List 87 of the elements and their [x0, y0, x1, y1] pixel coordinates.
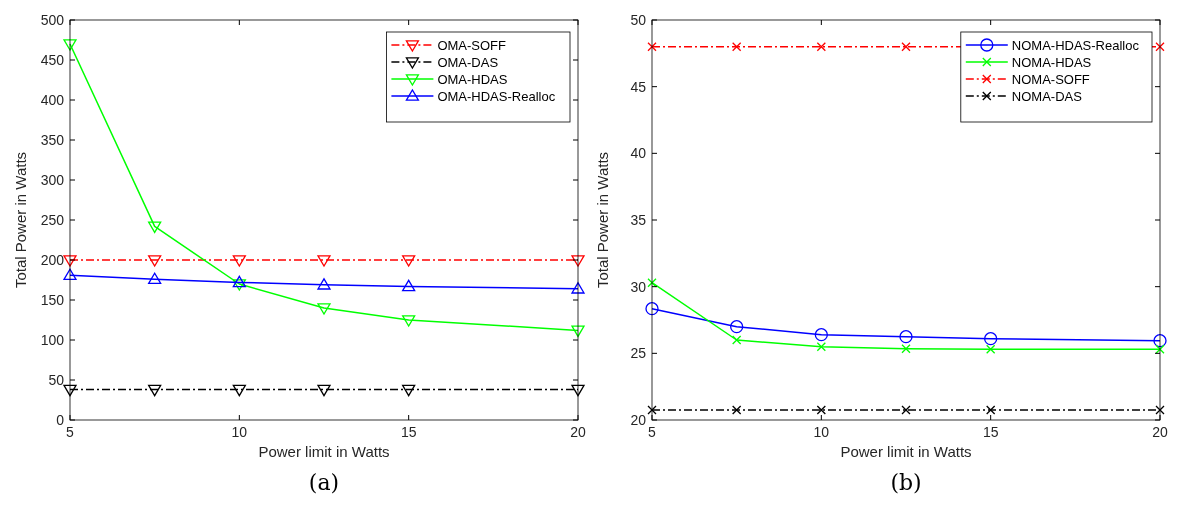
point [571, 255, 585, 267]
y-tick-label: 40 [630, 145, 647, 162]
point [1155, 405, 1165, 415]
y-axis-title: Total Power in Watts [594, 151, 611, 289]
point [148, 272, 162, 285]
y-tick-label: 500 [40, 12, 65, 28]
point [571, 282, 585, 294]
x-tick-label: 5 [66, 424, 75, 440]
point [402, 384, 416, 397]
point [317, 278, 331, 290]
point [986, 344, 996, 354]
point [732, 405, 742, 415]
point [816, 405, 826, 415]
y-tick-label: 30 [630, 278, 647, 295]
point [984, 332, 998, 346]
point [732, 42, 742, 52]
y-tick-label: 350 [40, 132, 65, 148]
y-tick-label: 400 [40, 92, 65, 108]
point [816, 42, 826, 52]
legend-label: OMA-SOFF [437, 38, 507, 53]
point [232, 384, 246, 397]
legend-label: NOMA-DAS [1011, 89, 1083, 104]
point [148, 384, 162, 397]
y-tick-label: 50 [48, 372, 65, 388]
legend-label: OMA-HDAS [437, 72, 508, 87]
point [148, 255, 162, 267]
point [645, 302, 659, 316]
y-tick-label: 450 [40, 52, 65, 68]
point [402, 255, 416, 267]
point [1153, 334, 1167, 348]
point [1155, 344, 1165, 354]
y-tick-label: 25 [630, 345, 647, 362]
text: (b) [890, 470, 922, 495]
legend-label: NOMA-HDAS [1011, 55, 1092, 70]
point [901, 42, 911, 52]
y-tick-label: 300 [40, 172, 65, 188]
y-tick-label: 20 [630, 412, 647, 428]
point [148, 221, 162, 234]
y-tick-label: 250 [40, 212, 65, 228]
y-tick-label: 45 [630, 78, 647, 95]
text: (a) [308, 470, 340, 495]
point [901, 344, 911, 354]
x-axis-title: Power limit in Watts [840, 443, 972, 460]
y-tick-label: 200 [40, 252, 65, 268]
point [816, 342, 826, 352]
point [232, 279, 246, 291]
legend-label: OMA-DAS [437, 55, 499, 70]
point [317, 303, 331, 315]
point [899, 330, 913, 344]
point [317, 255, 331, 267]
point [63, 384, 77, 397]
point [317, 384, 331, 397]
point [402, 279, 416, 292]
y-tick-label: 0 [56, 412, 65, 428]
point [732, 335, 742, 345]
legend-label: NOMA-HDAS-Realloc [1011, 38, 1140, 53]
point [647, 42, 657, 52]
legend-label: OMA-HDAS-Realloc [437, 89, 556, 104]
x-tick-label: 15 [982, 424, 999, 440]
point [571, 325, 585, 338]
point [63, 268, 77, 281]
x-tick-label: 10 [231, 424, 248, 440]
point [1155, 42, 1165, 52]
point [232, 255, 246, 267]
point [647, 278, 657, 288]
x-tick-label: 20 [1152, 424, 1168, 440]
y-tick-label: 50 [630, 12, 647, 28]
x-axis-title: Power limit in Watts [258, 443, 390, 460]
point [571, 384, 585, 397]
legend-label: NOMA-SOFF [1011, 72, 1090, 87]
point [730, 320, 744, 334]
x-tick-label: 20 [570, 424, 586, 440]
x-tick-label: 10 [813, 424, 830, 440]
y-axis-title: Total Power in Watts [12, 151, 29, 289]
point [814, 328, 828, 342]
point [647, 405, 657, 415]
y-tick-label: 100 [40, 332, 65, 348]
point [986, 405, 996, 415]
x-tick-label: 15 [400, 424, 417, 440]
point [402, 315, 416, 327]
y-tick-label: 35 [630, 212, 647, 228]
point [901, 405, 911, 415]
point [63, 39, 77, 51]
x-tick-label: 5 [648, 424, 657, 440]
y-tick-label: 150 [40, 292, 65, 308]
point [232, 275, 246, 288]
point [63, 255, 77, 267]
